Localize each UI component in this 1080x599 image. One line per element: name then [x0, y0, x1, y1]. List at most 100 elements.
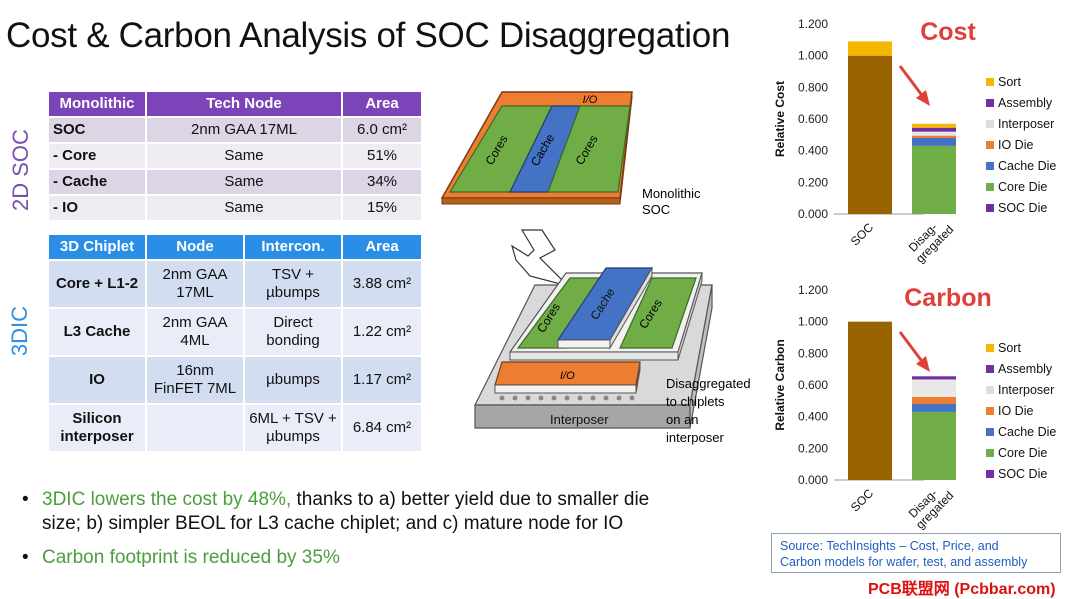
- row-name: - IO: [49, 196, 145, 220]
- row-name: - Core: [49, 144, 145, 168]
- legend-swatch: [986, 407, 994, 415]
- row-intercon: µbumps: [245, 357, 341, 403]
- watermark: PCB联盟网 (Pcbbar.com): [868, 581, 1056, 598]
- header-cell: 3D Chiplet: [49, 235, 145, 259]
- carbon-chart: 0.000 0.200 0.400 0.600 0.800 1.000 1.200 Relat…: [773, 283, 1056, 532]
- row-name: SOC: [49, 118, 145, 142]
- bullet-dot: •: [22, 489, 29, 510]
- source-line: Source: TechInsights – Cost, Price, and: [780, 539, 999, 553]
- bullet-highlight: 3DIC lowers the cost by 48%,: [42, 489, 292, 510]
- legend-label: SOC Die: [998, 201, 1047, 215]
- legend-swatch: [986, 99, 994, 107]
- y-tick-label: 1.200: [798, 17, 828, 31]
- chip-diagram: I/O Cores Cache Cores Monolithic SOC Int…: [440, 91, 751, 445]
- bar-segment: [912, 123, 956, 128]
- legend-swatch: [986, 344, 994, 352]
- annotation-arrow-head: [916, 356, 930, 372]
- legend-label: SOC Die: [998, 467, 1047, 481]
- annotation-arrow: [898, 65, 926, 99]
- y-tick-label: 1.200: [798, 283, 828, 297]
- bar-segment: [912, 376, 956, 380]
- side-label-3dic: 3DIC: [7, 305, 32, 357]
- row-node: [147, 405, 243, 451]
- row-node: 2nm GAA 17ML: [147, 261, 243, 307]
- annotation-arrow-head: [916, 90, 930, 106]
- bar-segment: [912, 379, 956, 397]
- legend-swatch: [986, 120, 994, 128]
- legend-label: Cache Die: [998, 159, 1056, 173]
- y-tick-label: 0.000: [798, 473, 828, 487]
- legend-swatch: [986, 78, 994, 86]
- table-header-row: 3D Chiplet Node Intercon. Area: [49, 235, 421, 259]
- table-header-row: Monolithic Tech Node Area: [49, 92, 421, 116]
- y-tick-label: 0.600: [798, 112, 828, 126]
- header-cell: Intercon.: [245, 235, 341, 259]
- row-node: Same: [147, 144, 341, 168]
- page-title: Cost & Carbon Analysis of SOC Disaggrega…: [6, 16, 731, 55]
- header-cell: Tech Node: [147, 92, 341, 116]
- legend-label: Cache Die: [998, 425, 1056, 439]
- chiplet-table: 3D Chiplet Node Intercon. Area Core + L1…: [47, 233, 423, 453]
- bullet-text: size; b) simpler BEOL for L3 cache chipl…: [42, 513, 624, 534]
- legend-swatch: [986, 183, 994, 191]
- legend-label: Assembly: [998, 96, 1053, 110]
- y-tick-label: 0.400: [798, 410, 828, 424]
- bullet-dot: •: [22, 547, 29, 568]
- y-tick-label: 0.200: [798, 441, 828, 455]
- monolithic-table: Monolithic Tech Node Area SOC 2nm GAA 17…: [47, 90, 423, 222]
- row-area: 6.84 cm²: [343, 405, 421, 451]
- legend-label: Core Die: [998, 180, 1047, 194]
- disaggregated-diagram: Interposer I/O Cores Cache Cores Disaggr…: [474, 266, 751, 445]
- y-tick-label: 0.400: [798, 144, 828, 158]
- row-node: 16nm FinFET 7ML: [147, 357, 243, 403]
- chart-title: Carbon: [904, 284, 992, 312]
- row-name: IO: [49, 357, 145, 403]
- legend-swatch: [986, 428, 994, 436]
- row-node: 2nm GAA 4ML: [147, 309, 243, 355]
- row-area: 6.0 cm²: [343, 118, 421, 142]
- disagg-caption: interposer: [666, 430, 724, 445]
- row-intercon: Direct bonding: [245, 309, 341, 355]
- row-area: 1.17 cm²: [343, 357, 421, 403]
- x-tick-label: SOC: [848, 486, 877, 515]
- y-tick-label: 0.200: [798, 175, 828, 189]
- legend-label: IO Die: [998, 138, 1033, 152]
- header-cell: Area: [343, 92, 421, 116]
- monolithic-caption: Monolithic: [642, 186, 701, 201]
- row-area: 51%: [343, 144, 421, 168]
- row-area: 3.88 cm²: [343, 261, 421, 307]
- legend-label: Sort: [998, 75, 1021, 89]
- table-row: - IO Same 15%: [49, 196, 421, 220]
- io-label: I/O: [583, 94, 598, 106]
- x-tick-label: SOC: [848, 220, 877, 249]
- row-name: Core + L1-2: [49, 261, 145, 307]
- bar-segment: [848, 55, 892, 214]
- down-arrow-icon: [510, 229, 570, 288]
- y-tick-label: 0.600: [798, 378, 828, 392]
- bar-segment: [912, 145, 956, 214]
- chart-title: Cost: [920, 18, 976, 46]
- header-cell: Monolithic: [49, 92, 145, 116]
- side-label-2d-soc: 2D SOC: [8, 129, 33, 211]
- bar-segment: [912, 131, 956, 136]
- table-row: Silicon interposer 6ML + TSV + µbumps 6.…: [49, 405, 421, 451]
- legend-label: Interposer: [998, 383, 1054, 397]
- bar-segment: [912, 396, 956, 404]
- bullet-carbon: • Carbon footprint is reduced by 35%: [22, 546, 722, 570]
- y-tick-label: 0.800: [798, 346, 828, 360]
- legend-swatch: [986, 365, 994, 373]
- row-name: L3 Cache: [49, 309, 145, 355]
- bar-segment: [912, 411, 956, 480]
- bullet-cost: • 3DIC lowers the cost by 48%, thanks to…: [22, 488, 742, 536]
- row-node: 2nm GAA 17ML: [147, 118, 341, 142]
- header-cell: Area: [343, 235, 421, 259]
- legend-label: Interposer: [998, 117, 1054, 131]
- table-row: IO 16nm FinFET 7ML µbumps 1.17 cm²: [49, 357, 421, 403]
- bar-segment: [912, 135, 956, 138]
- legend-swatch: [986, 162, 994, 170]
- cost-chart: 0.000 0.200 0.400 0.600 0.800 1.000 1.200 Relat…: [773, 17, 1056, 266]
- legend-label: Core Die: [998, 446, 1047, 460]
- y-tick-label: 1.000: [798, 315, 828, 329]
- row-intercon: 6ML + TSV + µbumps: [245, 405, 341, 451]
- bar-segment: [912, 127, 956, 132]
